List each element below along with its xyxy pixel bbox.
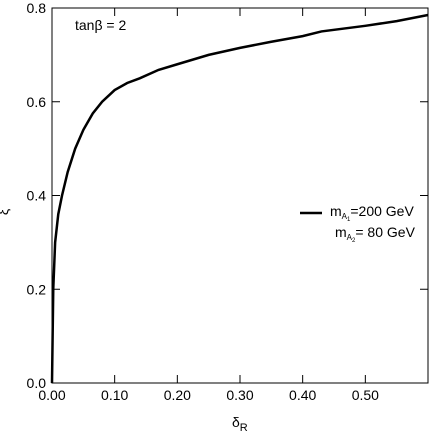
y-tick-label: 0.2 <box>27 281 47 297</box>
x-tick-label: 0.20 <box>164 387 191 403</box>
legend-sub: A <box>347 233 353 242</box>
y-tick-label: 0.8 <box>27 0 47 16</box>
legend-text: m <box>335 224 347 240</box>
y-axis-label: ξ <box>0 209 11 215</box>
plot-frame <box>51 7 429 384</box>
legend-subsub: 2 <box>352 238 356 244</box>
x-axis-label: δR <box>232 414 248 434</box>
y-tick-label: 0.0 <box>27 375 47 391</box>
x-label-main: δ <box>232 414 240 430</box>
y-tick-label: 0.6 <box>27 94 47 110</box>
legend-tail: = 80 GeV <box>355 224 415 240</box>
x-tick-label: 0.40 <box>289 387 316 403</box>
legend-label: mA2= 80 GeV <box>335 224 416 244</box>
legend-subsub: 1 <box>347 217 351 223</box>
x-tick-label: 0.10 <box>101 387 128 403</box>
line <box>50 13 429 384</box>
legend-sub: A <box>342 212 348 221</box>
y-tick-label: 0.4 <box>27 188 47 204</box>
annotation: tanβ = 2 <box>75 17 126 33</box>
x-label-sub: R <box>240 422 248 434</box>
x-tick-label: 0.50 <box>352 387 379 403</box>
legend-label: mA1=200 GeV <box>330 203 414 223</box>
x-tick-label: 0.30 <box>226 387 253 403</box>
legend-text: m <box>330 203 342 219</box>
x-tick-label: 0.00 <box>38 387 65 403</box>
legend-tail: =200 GeV <box>350 203 414 219</box>
